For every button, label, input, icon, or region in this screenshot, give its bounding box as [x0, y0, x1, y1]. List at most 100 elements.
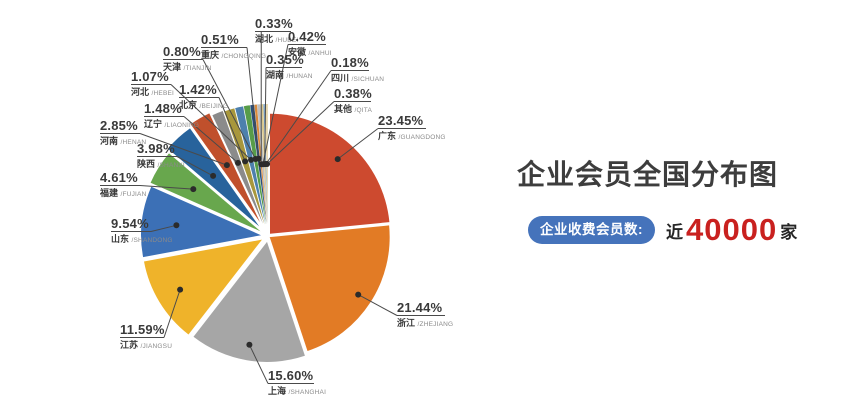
page-title: 企业会员全国分布图 — [517, 159, 779, 190]
slice-label-shanxi: 3.98% 陕西 /SHANXI — [137, 141, 185, 171]
leader-line — [266, 101, 335, 165]
slice-label-liaoning: 1.48% 辽宁 /LIAONING — [144, 101, 199, 131]
slice-percent: 0.80% — [163, 44, 201, 59]
province-roman: /SICHUAN — [351, 76, 385, 83]
slice-label-fujian: 4.61% 福建 /FUJIAN — [100, 170, 146, 200]
province-roman: /JIANGSU — [140, 343, 173, 350]
slice-name: 北京 /BEIJING — [179, 100, 228, 112]
leader-line — [163, 289, 181, 338]
pie-slice-tianjin — [243, 105, 267, 225]
slice-label-hubei: 0.33% 湖北 /HUBEI — [255, 16, 298, 46]
slice-label-guangdong: 23.45% 广东 /GUANGDONG — [378, 113, 446, 143]
province-name: 陕西 — [137, 159, 158, 169]
leader-line — [246, 47, 260, 159]
province-roman: /HUBEI — [275, 37, 299, 44]
slice-name: 天津 /TIANJIN — [163, 62, 211, 74]
slice-name: 四川 /SICHUAN — [331, 73, 384, 85]
pie-slice-shandong — [141, 186, 261, 258]
province-name: 河南 — [100, 136, 121, 146]
slice-label-chongqing: 0.51% 重庆 /CHONGQING — [201, 32, 266, 62]
slice-name: 重庆 /CHONGQING — [201, 50, 266, 62]
leader-line — [150, 224, 177, 232]
slice-dot-marker — [264, 161, 271, 167]
province-name: 北京 — [179, 100, 200, 110]
province-roman: /HUNAN — [286, 73, 313, 80]
count-value: 40000 — [686, 212, 778, 247]
slice-dot-marker — [235, 159, 241, 166]
province-name: 湖北 — [255, 34, 276, 44]
province-roman: /FUJIAN — [120, 191, 147, 198]
slice-dot-marker — [242, 158, 249, 165]
slice-percent: 4.61% — [100, 170, 138, 185]
slice-percent: 0.51% — [201, 32, 239, 47]
slice-name: 其他 /QITA — [334, 104, 372, 116]
province-roman: /BEIJING — [199, 103, 229, 110]
slice-label-hunan: 0.35% 湖南 /HUNAN — [266, 52, 313, 82]
pie-slice-zhejiang — [269, 225, 390, 351]
slice-name: 福建 /FUJIAN — [100, 188, 146, 200]
slice-name: 上海 /SHANGHAI — [268, 386, 326, 398]
province-name: 四川 — [331, 73, 352, 83]
leader-line — [337, 128, 379, 160]
province-roman: /QITA — [354, 107, 373, 114]
slice-dot-marker — [255, 155, 262, 162]
slice-percent: 3.98% — [137, 141, 175, 156]
province-roman: /ANHUI — [308, 50, 332, 57]
province-name: 河北 — [131, 87, 152, 97]
slice-name: 江苏 /JIANGSU — [120, 340, 172, 352]
slice-name: 浙江 /ZHEJIANG — [397, 318, 453, 330]
slice-dot-marker — [177, 286, 184, 293]
province-name: 安徽 — [288, 47, 309, 57]
slice-dot-marker — [223, 162, 230, 169]
slice-dot-marker — [173, 222, 180, 229]
leader-line — [202, 59, 256, 160]
slice-percent: 0.42% — [288, 29, 326, 44]
leader-line — [357, 294, 398, 316]
slice-percent: 1.07% — [131, 69, 169, 84]
slice-label-beijing: 1.42% 北京 /BEIJING — [179, 82, 228, 112]
slice-label-shandong: 9.54% 山东 /SHANDONG — [111, 216, 173, 246]
province-name: 广东 — [378, 131, 399, 141]
pie-slice-guangdong — [270, 113, 390, 234]
member-count-row: 企业收费会员数: 近 40000 家 — [528, 212, 798, 247]
slice-percent: 0.35% — [266, 52, 304, 67]
leader-line — [248, 344, 269, 384]
slice-percent: 23.45% — [378, 113, 424, 128]
province-name: 辽宁 — [144, 119, 165, 129]
pie-slice-liaoning — [212, 111, 264, 224]
slice-label-hebei: 1.07% 河北 /HEBEI — [131, 69, 174, 99]
slice-name: 广东 /GUANGDONG — [378, 131, 446, 143]
slice-dot-marker — [248, 156, 254, 163]
leader-line — [176, 156, 214, 177]
slice-dot-marker — [355, 291, 362, 298]
province-roman: /SHANGHAI — [288, 389, 327, 396]
slice-label-sichuan: 0.18% 四川 /SICHUAN — [331, 55, 384, 85]
leader-line — [265, 70, 332, 165]
province-name: 上海 — [268, 386, 289, 396]
slice-percent: 0.38% — [334, 86, 372, 101]
slice-name: 湖南 /HUNAN — [266, 70, 313, 82]
slice-percent: 1.48% — [144, 101, 182, 116]
province-roman: /SHANXI — [157, 162, 185, 169]
pie-slice-henan — [190, 113, 260, 223]
leader-line — [139, 185, 194, 190]
count-suffix: 家 — [780, 222, 798, 242]
province-name: 山东 — [111, 234, 132, 244]
leader-line — [264, 67, 267, 165]
slice-label-henan: 2.85% 河南 /HENAN — [100, 118, 146, 148]
province-roman: /ZHEJIANG — [417, 321, 454, 328]
slice-dot-marker — [190, 186, 197, 193]
slice-name: 河北 /HEBEI — [131, 87, 174, 99]
leader-line — [262, 44, 289, 165]
province-roman: /HENAN — [120, 139, 147, 146]
province-roman: /TIANJIN — [183, 65, 212, 72]
slice-percent: 15.60% — [268, 368, 314, 383]
slice-percent: 2.85% — [100, 118, 138, 133]
slice-label-shanghai: 15.60% 上海 /SHANGHAI — [268, 368, 326, 398]
slice-label-anhui: 0.42% 安徽 /ANHUI — [288, 29, 332, 59]
count-prefix: 近 — [666, 222, 683, 242]
slice-percent: 21.44% — [397, 300, 443, 315]
leader-line — [183, 116, 239, 164]
